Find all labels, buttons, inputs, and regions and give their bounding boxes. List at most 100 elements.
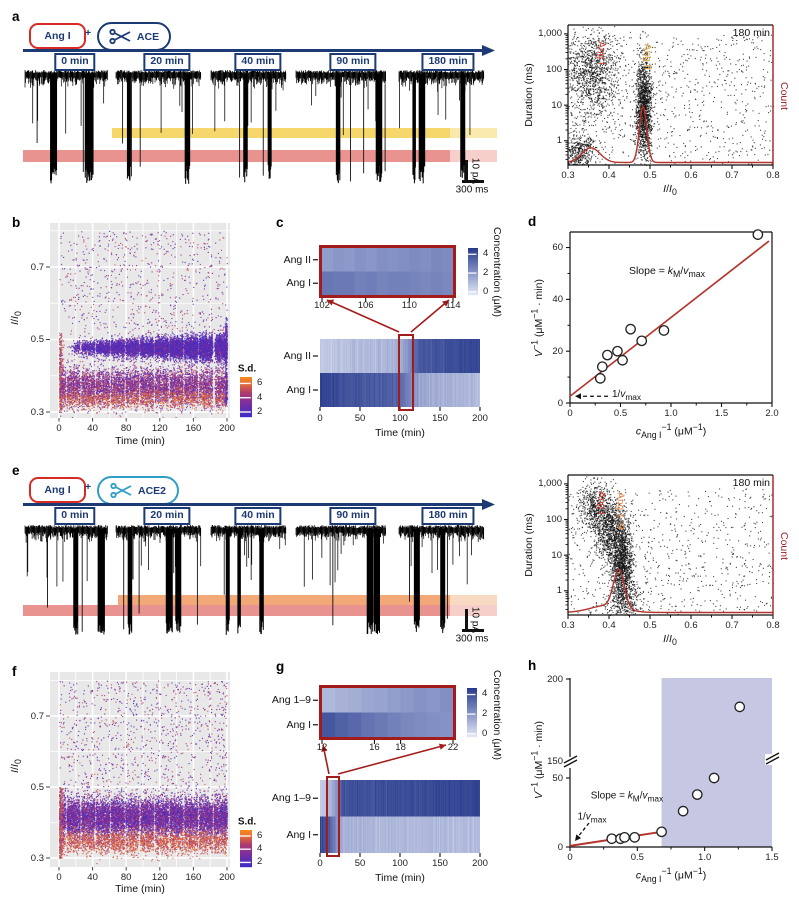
peak-label-ang-i-e: Ang I: [595, 491, 607, 515]
tick-label: 0.5: [643, 170, 657, 181]
y-axis-title-e: Duration (ms): [523, 513, 535, 577]
tick-label: 1: [556, 135, 562, 147]
panel-b-label: b: [12, 215, 21, 230]
time-label-a-0: 0 min: [54, 53, 96, 71]
scalebar-horizontal-e: [462, 629, 484, 632]
tick-label: 0.3: [561, 620, 575, 631]
tick-label: 10: [551, 549, 562, 561]
time-label-e-4: 180 min: [421, 507, 475, 525]
scalebar-h-label-e: 300 ms: [455, 633, 489, 645]
tick-label: 110: [401, 300, 417, 311]
tick-label: 0.5: [613, 408, 628, 419]
y-axis-title-d: V−1 (μM−1 · min): [529, 279, 545, 357]
tick-label: 12: [316, 742, 328, 753]
scalebar-vertical-a: [465, 160, 468, 182]
x-axis-title-a: I/I0: [663, 182, 677, 198]
slope-annotation-h: Slope = kM/vmax: [590, 790, 664, 804]
scalebar-horizontal-a: [462, 180, 484, 183]
row-label: Ang II: [283, 253, 311, 266]
tick-label: 0.7: [725, 170, 739, 181]
tick-label: 0: [567, 852, 573, 863]
tick-label: 0: [56, 423, 62, 434]
colorbar-title-g: Concentration (μM): [491, 669, 503, 761]
tick-label: 50: [552, 772, 563, 784]
substrate-box-a: Ang I: [29, 23, 86, 49]
colorbar-title-c: Concentration (μM): [491, 226, 503, 318]
tick-label: 1.5: [765, 852, 779, 863]
panel-f-label: f: [12, 664, 17, 679]
intercept-annotation-h: 1/vmax: [577, 811, 607, 825]
inset-frame-g: [319, 685, 456, 740]
tick-label: 1.5: [714, 408, 729, 419]
peak-label-ang-1-9-e: Ang 1–9: [614, 492, 626, 530]
count-axis-title-e: Count: [778, 531, 790, 561]
tick-label: 2: [257, 405, 263, 417]
scissors-icon: [110, 483, 132, 498]
tick-label: 0.4: [602, 620, 616, 631]
panel-d-label: d: [528, 214, 537, 229]
tick-label: 120: [151, 423, 168, 434]
time-annotation-a: 180 min: [732, 27, 770, 39]
tick-label: 0.3: [30, 852, 44, 864]
tick-label: 40: [87, 872, 98, 883]
panel-g-label: g: [276, 659, 285, 674]
enzyme-capsule-e: ACE2: [97, 476, 179, 505]
row-label: Ang I: [286, 828, 311, 841]
tick-label: 6: [257, 829, 263, 841]
tick-label: 120: [151, 872, 168, 883]
row-label: Ang I: [286, 718, 311, 731]
enzyme-label-e: ACE2: [137, 484, 166, 497]
tick-label: 0.5: [30, 781, 44, 793]
y-axis-title-f: I/I0: [8, 759, 24, 773]
plus-sign-e: +: [85, 481, 92, 493]
substrate-box-e: Ang I: [29, 477, 86, 503]
tick-label: 0.7: [725, 620, 739, 631]
x-axis-title-h: cAng I−1 (μM−1): [635, 866, 707, 884]
tick-label: 0.5: [30, 334, 44, 345]
x-axis-title-g: Time (min): [375, 872, 425, 884]
tick-label: 0.8: [766, 170, 780, 181]
tick-label: 10: [551, 99, 562, 111]
tick-label: 114: [445, 300, 461, 311]
tick-label: 22: [447, 742, 459, 753]
tick-label: 106: [357, 300, 374, 311]
tick-label: 0.3: [561, 170, 575, 181]
x-axis-title-e: I/I0: [663, 632, 677, 648]
enzyme-label-a: ACE: [136, 30, 160, 43]
enzyme-capsule-a: ACE: [97, 22, 171, 51]
intercept-annotation-d: 1/vmax: [612, 389, 642, 402]
tick-label: 100: [392, 413, 408, 424]
tick-label: 102: [314, 300, 330, 311]
tick-label: 150: [432, 413, 448, 424]
peak-label-ang-i-a: Ang I: [595, 41, 607, 65]
timeline-axis-a: [23, 49, 484, 52]
y-axis-title-a: Duration (ms): [523, 63, 535, 127]
tick-label: 2.0: [765, 408, 779, 419]
y-axis-title-b: I/I0: [8, 311, 24, 325]
time-label-e-1: 20 min: [143, 507, 191, 525]
tick-label: 2: [482, 707, 488, 719]
slope-annotation-d: Slope = kM/vmax: [628, 264, 706, 280]
timeline-axis-e: [23, 503, 484, 506]
x-axis-title-f: Time (min): [115, 883, 165, 895]
tick-label: 2: [483, 266, 489, 278]
inset-frame-c: [319, 245, 456, 298]
substrate-label-e: Ang I: [44, 484, 71, 496]
tick-label: 200: [472, 858, 488, 869]
substrate-label-a: Ang I: [44, 30, 71, 42]
row-label: Ang 1–9: [271, 694, 311, 707]
tick-label: 100: [392, 858, 408, 869]
row-label: Ang II: [283, 350, 311, 362]
tick-label: 0.6: [684, 620, 698, 631]
x-axis-title-d: cAng I−1 (μM−1): [635, 422, 707, 440]
scalebar-v-label-e: 10 pA: [469, 606, 481, 634]
tick-label: 1,000: [538, 28, 562, 40]
tick-label: 1.0: [664, 408, 678, 419]
panel-h-label: h: [528, 658, 537, 673]
tick-label: 0: [483, 285, 489, 297]
tick-label: 1.0: [698, 852, 712, 863]
tick-label: 0: [557, 397, 563, 409]
time-label-a-1: 20 min: [143, 53, 191, 71]
tick-label: 50: [354, 858, 366, 869]
